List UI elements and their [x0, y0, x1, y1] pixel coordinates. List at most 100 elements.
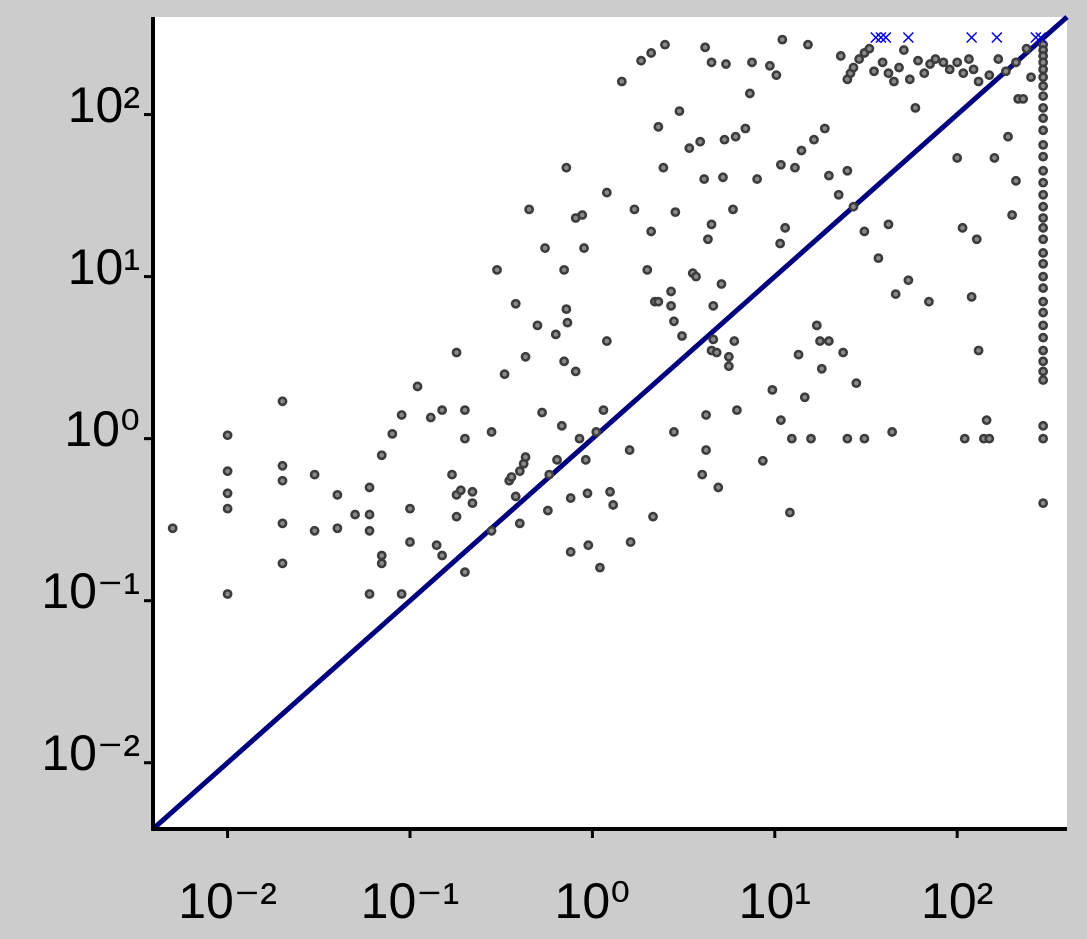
point — [854, 54, 865, 64]
point — [1038, 201, 1049, 212]
point — [771, 70, 782, 81]
x-tick-label: 10⁰ — [555, 873, 631, 929]
x-tick-label: 10² — [921, 873, 993, 929]
point — [565, 547, 576, 557]
point — [716, 279, 727, 289]
point — [376, 558, 387, 569]
point — [718, 172, 728, 183]
point — [697, 469, 708, 480]
point — [524, 204, 535, 215]
point — [459, 405, 470, 416]
y-tick-label: 10⁻¹ — [41, 563, 140, 619]
point — [492, 264, 502, 275]
point — [1038, 113, 1049, 124]
point — [556, 420, 567, 431]
point — [222, 430, 233, 441]
point — [873, 253, 884, 264]
point — [713, 482, 724, 493]
point — [706, 57, 717, 68]
point — [364, 509, 375, 520]
point — [506, 472, 517, 482]
point — [1038, 307, 1049, 318]
point — [777, 34, 788, 45]
point — [721, 59, 731, 69]
point — [624, 445, 635, 455]
point — [903, 275, 914, 286]
point — [1038, 433, 1049, 444]
point — [859, 226, 870, 237]
point — [459, 433, 470, 444]
point — [653, 121, 664, 132]
point — [577, 210, 588, 220]
point — [684, 143, 695, 154]
point — [277, 558, 288, 569]
point — [1038, 102, 1049, 113]
point — [833, 189, 844, 200]
point — [350, 509, 360, 520]
point — [957, 222, 968, 233]
point — [691, 271, 701, 282]
point — [706, 219, 717, 230]
point — [1038, 125, 1049, 136]
point — [719, 134, 730, 145]
point — [601, 336, 612, 346]
point — [595, 562, 605, 573]
reference-line — [151, 15, 1069, 831]
point — [890, 289, 901, 299]
point — [816, 363, 827, 374]
point — [332, 523, 343, 534]
point — [561, 162, 572, 173]
point — [520, 452, 531, 462]
point — [616, 76, 627, 87]
point — [653, 296, 664, 307]
point — [938, 57, 949, 68]
point — [815, 336, 825, 346]
point — [838, 347, 849, 358]
point — [601, 187, 612, 198]
point — [669, 427, 679, 437]
point — [396, 589, 407, 599]
point — [902, 31, 914, 44]
point — [1030, 31, 1042, 44]
point — [730, 131, 741, 142]
point — [835, 51, 846, 61]
point — [695, 136, 706, 147]
point — [952, 57, 963, 68]
point — [700, 42, 711, 53]
point — [993, 54, 1004, 64]
point — [1038, 177, 1049, 188]
point — [550, 329, 561, 340]
point — [625, 537, 636, 547]
point — [796, 145, 807, 156]
point — [1038, 345, 1049, 356]
point — [898, 45, 909, 55]
point — [636, 55, 647, 66]
point — [646, 48, 657, 58]
point — [376, 450, 387, 461]
point — [222, 589, 233, 599]
point — [580, 454, 591, 465]
point — [579, 243, 589, 253]
point — [277, 396, 288, 407]
point — [1038, 296, 1049, 307]
point — [924, 296, 934, 307]
x-tick-label: 10⁻² — [178, 873, 277, 929]
y-tick-label: 10⁻² — [41, 725, 140, 781]
point — [767, 384, 778, 395]
x-tick-label: 10⁻¹ — [361, 873, 460, 929]
point — [699, 174, 710, 184]
point — [608, 500, 619, 510]
point — [405, 503, 415, 514]
point — [1038, 258, 1049, 269]
point — [1038, 320, 1049, 331]
point — [701, 445, 711, 455]
point — [666, 286, 676, 297]
point — [989, 153, 1000, 163]
point — [591, 427, 602, 437]
point — [540, 243, 550, 253]
point — [559, 356, 570, 367]
point — [565, 493, 576, 503]
point — [1038, 498, 1049, 509]
y-tick-label: 10¹ — [68, 239, 140, 295]
point — [701, 410, 711, 420]
